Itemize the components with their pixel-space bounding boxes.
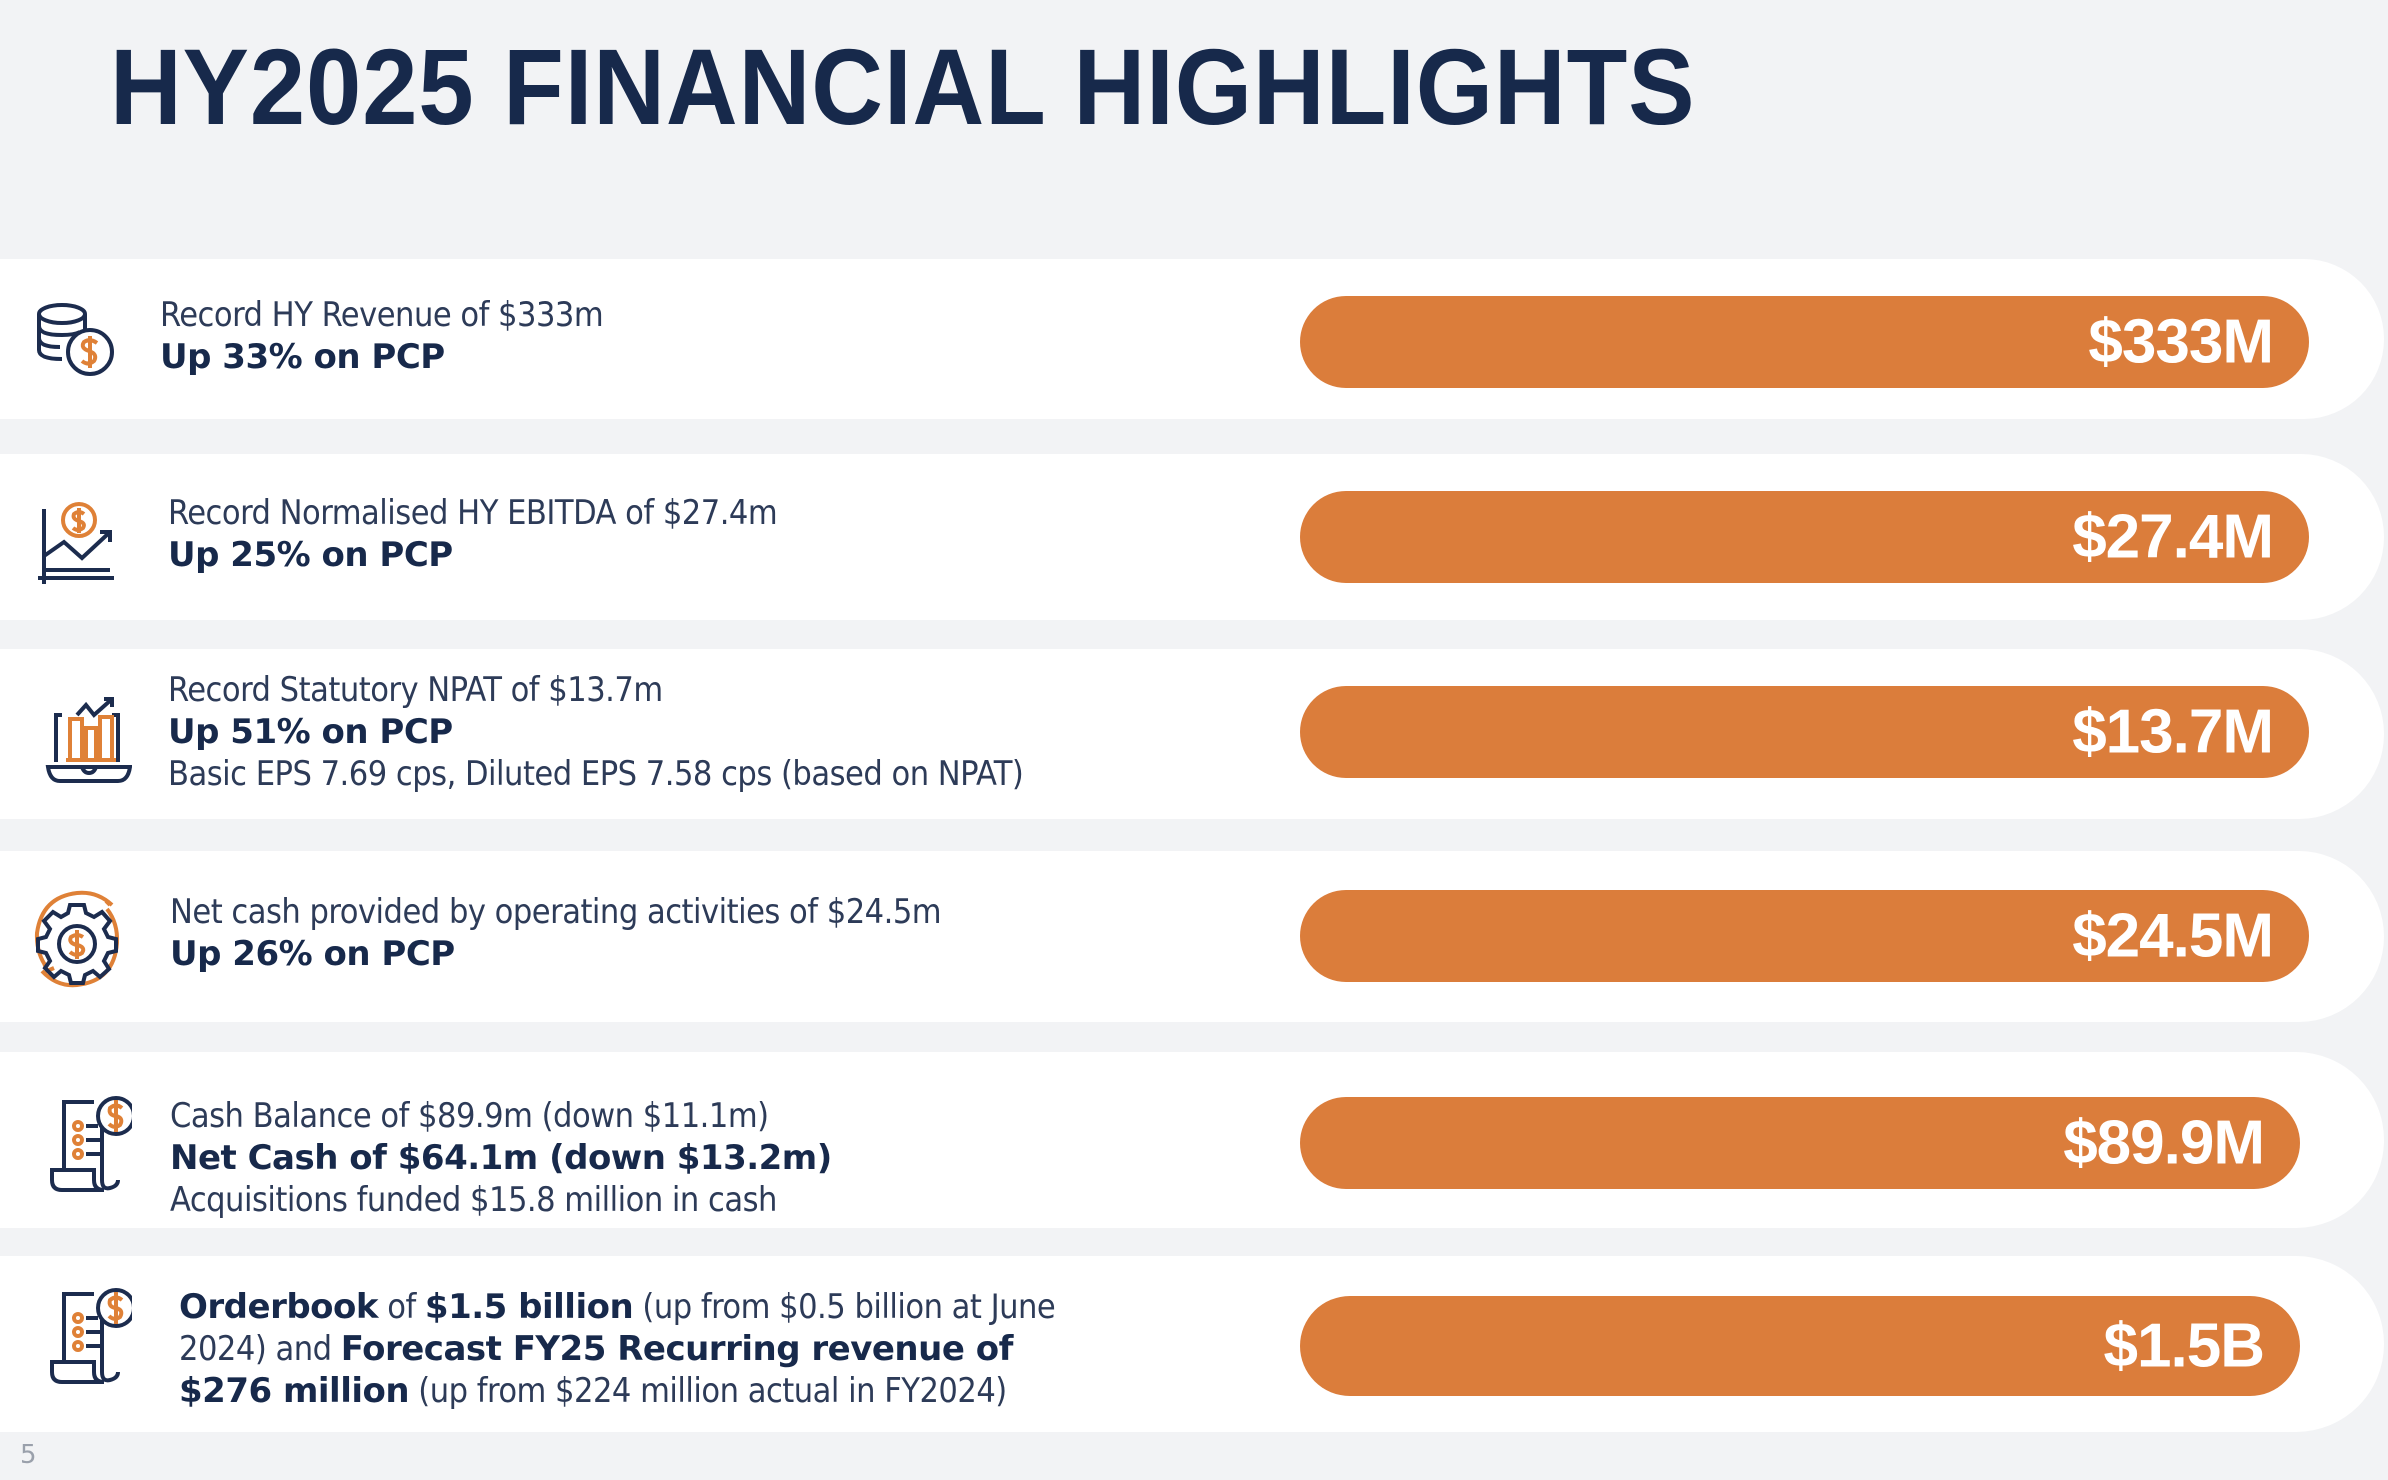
page-title: HY2025 FINANCIAL HIGHLIGHTS bbox=[110, 26, 1696, 147]
highlight-row-revenue: Record HY Revenue of $333m Up 33% on PCP… bbox=[0, 259, 2384, 419]
value-pill: $24.5M bbox=[1300, 890, 2309, 982]
laptop-bar-chart-icon bbox=[45, 697, 132, 783]
highlight-headline: Cash Balance of $89.9m (down $11.1m) bbox=[170, 1096, 769, 1136]
page-number: 5 bbox=[20, 1440, 37, 1470]
orderbook-label: Orderbook bbox=[179, 1287, 379, 1327]
highlight-row-operating-cash: Net cash provided by operating activitie… bbox=[0, 851, 2384, 1022]
receipt-dollar-icon bbox=[50, 1096, 132, 1192]
text-connector: of bbox=[378, 1287, 425, 1327]
value-pill: $89.9M bbox=[1300, 1097, 2300, 1189]
highlight-headline: Record Normalised HY EBITDA of $27.4m bbox=[168, 493, 778, 533]
highlight-row-cash-balance: Cash Balance of $89.9m (down $11.1m) Net… bbox=[0, 1052, 2384, 1228]
highlight-detail: Acquisitions funded $15.8 million in cas… bbox=[170, 1180, 777, 1220]
value-label: $1.5B bbox=[2103, 1311, 2265, 1381]
highlight-text: Cash Balance of $89.9m (down $11.1m) Net… bbox=[170, 1095, 832, 1221]
chart-growth-dollar-icon bbox=[38, 502, 114, 584]
coins-dollar-icon bbox=[37, 303, 114, 376]
highlight-net-cash: Net Cash of $64.1m (down $13.2m) bbox=[170, 1138, 832, 1178]
highlight-headline: Record HY Revenue of $333m bbox=[160, 295, 604, 335]
highlight-growth: Up 51% on PCP bbox=[168, 712, 453, 752]
highlight-growth: Up 33% on PCP bbox=[160, 337, 445, 377]
value-pill: $27.4M bbox=[1300, 491, 2309, 583]
orderbook-comparison: (up from $0.5 billion at June 2024) and bbox=[179, 1287, 1056, 1369]
value-pill: $1.5B bbox=[1300, 1296, 2300, 1396]
highlight-row-npat: Record Statutory NPAT of $13.7m Up 51% o… bbox=[0, 649, 2384, 819]
highlight-row-orderbook: Orderbook of $1.5 billion (up from $0.5 … bbox=[0, 1256, 2384, 1432]
highlight-growth: Up 26% on PCP bbox=[170, 934, 455, 974]
value-label: $89.9M bbox=[2063, 1108, 2265, 1178]
value-pill: $333M bbox=[1300, 296, 2309, 388]
highlight-headline: Net cash provided by operating activitie… bbox=[170, 892, 942, 932]
highlight-text: Record Statutory NPAT of $13.7m Up 51% o… bbox=[168, 669, 1024, 795]
highlight-growth: Up 25% on PCP bbox=[168, 535, 453, 575]
highlight-detail: Basic EPS 7.69 cps, Diluted EPS 7.58 cps… bbox=[168, 754, 1024, 794]
highlight-text: Net cash provided by operating activitie… bbox=[170, 891, 942, 975]
highlight-row-ebitda: Record Normalised HY EBITDA of $27.4m Up… bbox=[0, 454, 2384, 620]
value-label: $13.7M bbox=[2072, 697, 2274, 767]
recurring-revenue-forecast: Forecast FY25 Recurring revenue of $276 … bbox=[179, 1329, 1013, 1411]
orderbook-value: $1.5 billion bbox=[424, 1287, 634, 1327]
receipt-dollar-icon bbox=[50, 1288, 132, 1384]
highlight-text: Orderbook of $1.5 billion (up from $0.5 … bbox=[179, 1286, 1059, 1412]
value-pill: $13.7M bbox=[1300, 686, 2309, 778]
value-label: $333M bbox=[2088, 307, 2274, 377]
highlight-text: Record Normalised HY EBITDA of $27.4m Up… bbox=[168, 492, 778, 576]
highlight-text: Record HY Revenue of $333m Up 33% on PCP bbox=[160, 294, 604, 378]
value-label: $24.5M bbox=[2072, 901, 2274, 971]
gear-cycle-dollar-icon bbox=[34, 890, 120, 988]
highlight-headline: Record Statutory NPAT of $13.7m bbox=[168, 670, 663, 710]
recurring-revenue-comparison: (up from $224 million actual in FY2024) bbox=[409, 1371, 1007, 1411]
value-label: $27.4M bbox=[2072, 502, 2274, 572]
